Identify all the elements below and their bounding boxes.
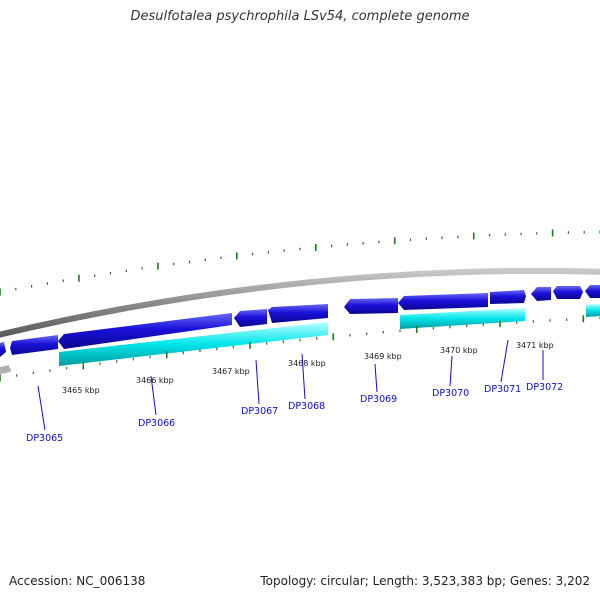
gene-arrow-dp3073[interactable] xyxy=(553,286,583,299)
gene-arrow-dp3068[interactable] xyxy=(268,304,328,323)
genome-summary-label: Topology: circular; Length: 3,523,383 bp… xyxy=(260,574,590,588)
kbp-label: 3470 kbp xyxy=(440,346,478,355)
gene-leader-dp3070 xyxy=(449,355,453,387)
gene-label-dp3069[interactable]: DP3069 xyxy=(360,394,397,405)
gene-leader-dp3071 xyxy=(500,339,509,383)
gene-arrow-dp3070[interactable] xyxy=(398,293,488,310)
kbp-label: 3465 kbp xyxy=(62,386,100,395)
outer-tick-ring xyxy=(0,229,600,296)
gene-leader-dp3067 xyxy=(255,359,260,405)
gene-arrow-dp3067[interactable] xyxy=(234,309,267,327)
gene-leader-dp3065 xyxy=(37,385,46,431)
gene-label-dp3072[interactable]: DP3072 xyxy=(526,382,563,393)
gene-leader-dp3066 xyxy=(150,375,157,416)
gene-label-dp3068[interactable]: DP3068 xyxy=(288,401,325,412)
gene-arrow-dp3069[interactable] xyxy=(344,298,398,314)
gene-label-dp3066[interactable]: DP3066 xyxy=(138,418,175,429)
gene-arrow-dp3065[interactable] xyxy=(0,342,6,357)
accession-label: Accession: NC_006138 xyxy=(9,574,146,588)
kbp-label: 3467 kbp xyxy=(212,367,250,376)
genome-title: Desulfotalea psychrophila LSv54, complet… xyxy=(130,9,470,24)
gene-block-cyan-3[interactable] xyxy=(586,304,600,317)
gene-block-cyan-1[interactable] xyxy=(59,322,328,366)
kbp-label: 3469 kbp xyxy=(364,352,402,361)
gene-arrow-dp3066[interactable] xyxy=(58,313,232,349)
gene-label-dp3067[interactable]: DP3067 xyxy=(241,406,278,417)
gene-label-dp3071[interactable]: DP3071 xyxy=(484,384,521,395)
gene-leader-dp3069 xyxy=(374,363,378,393)
inner-tick-ring xyxy=(0,315,600,382)
gene-label-dp3065[interactable]: DP3065 xyxy=(26,433,63,444)
gene-arrow-dp3066-fwd[interactable] xyxy=(10,335,58,355)
gene-leader-dp3068 xyxy=(301,353,306,400)
gene-arrow-dp3074[interactable] xyxy=(585,285,600,298)
gene-arrow-dp3072[interactable] xyxy=(531,287,551,301)
kbp-label: 3471 kbp xyxy=(516,341,554,350)
gene-label-dp3070[interactable]: DP3070 xyxy=(432,388,469,399)
kbp-label: 3466 kbp xyxy=(136,376,174,385)
genome-backbone-arc xyxy=(0,267,600,338)
gene-block-cyan-2[interactable] xyxy=(400,308,525,329)
kbp-label: 3468 kbp xyxy=(288,359,326,368)
gene-arrow-dp3071[interactable] xyxy=(490,290,526,304)
genome-backbone-arc-inner xyxy=(0,364,12,375)
